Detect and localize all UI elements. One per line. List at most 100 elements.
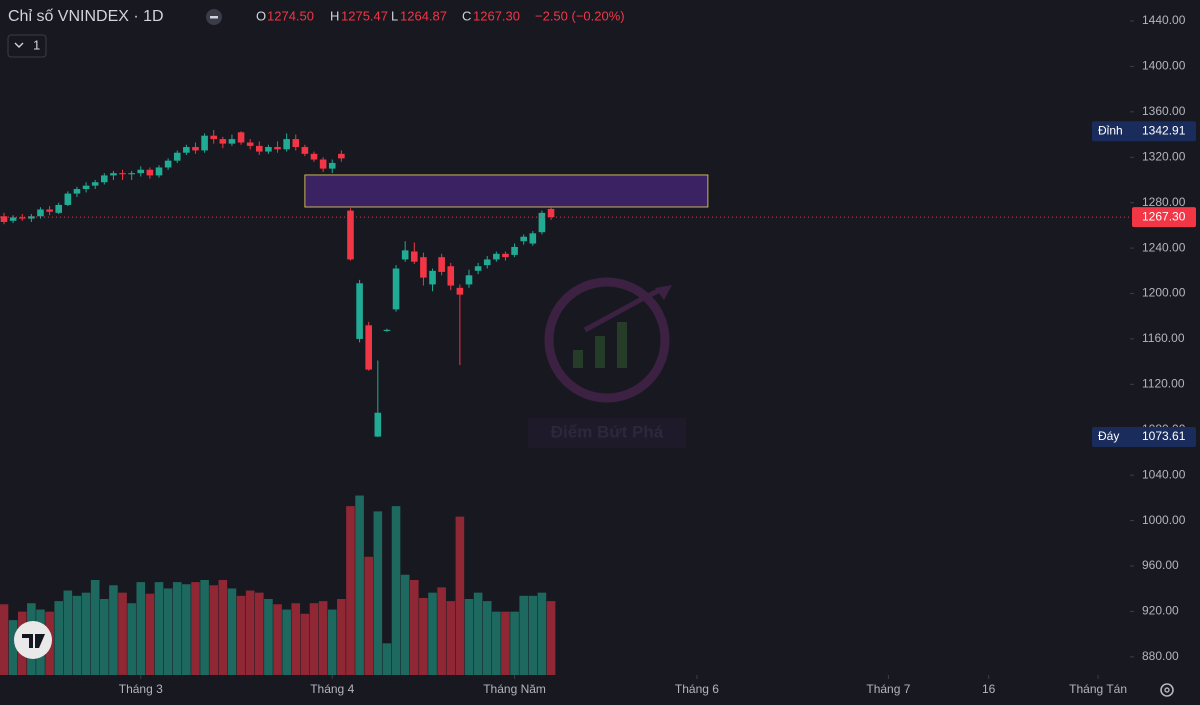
logo-bar — [573, 350, 583, 368]
candle-body — [328, 162, 336, 169]
volume-bar — [72, 595, 82, 675]
peak-value: 1342.91 — [1142, 123, 1186, 137]
candle-body — [210, 135, 218, 140]
candle-body — [37, 209, 44, 217]
y-tick-label: 1320.00 — [1142, 149, 1186, 163]
volume-bar — [200, 580, 209, 675]
candle-body — [274, 147, 281, 150]
tv-logo-mark — [22, 634, 45, 648]
y-tick-label: 1000.00 — [1142, 513, 1186, 527]
volume-bar — [428, 592, 437, 675]
candle-body — [301, 147, 309, 154]
candle-body — [164, 160, 172, 168]
candle-body — [356, 283, 363, 339]
candle-body — [347, 210, 354, 260]
volume-bar — [254, 592, 264, 675]
candle-body — [338, 153, 345, 159]
candle-body — [502, 253, 509, 258]
candle-body — [192, 147, 199, 151]
volume-bar — [236, 595, 246, 675]
volume-bar — [154, 582, 164, 675]
candle-body — [392, 268, 400, 310]
candle-body — [101, 175, 108, 183]
candle-body — [146, 169, 154, 176]
candle-body — [73, 189, 81, 194]
candle-body — [173, 152, 181, 161]
y-tick-label: 1160.00 — [1142, 331, 1185, 345]
last-price-tag — [1132, 207, 1196, 228]
volume-bar — [300, 613, 310, 675]
volume-bar — [136, 582, 146, 675]
volume-bar — [473, 592, 483, 675]
volume-bar — [209, 585, 219, 675]
logo-ring — [544, 277, 670, 403]
candle-body — [438, 257, 445, 272]
volume-bar — [282, 609, 291, 675]
volume-bar — [118, 592, 127, 675]
candle-body — [18, 217, 26, 219]
candle-body — [401, 250, 409, 260]
volume-bar — [501, 611, 510, 675]
ohlc-value: 1267.30 — [473, 8, 520, 23]
candle-body — [410, 251, 418, 262]
candle-body — [55, 204, 63, 213]
candle-body — [474, 266, 482, 271]
chevron — [14, 42, 24, 48]
candle-body — [465, 275, 473, 285]
x-tick-label: Tháng 6 — [675, 682, 719, 696]
volume-bar — [273, 604, 282, 675]
candle-body — [429, 270, 436, 285]
candle-body — [365, 325, 373, 370]
volume-bar — [100, 599, 109, 675]
trough-tag — [1092, 427, 1196, 448]
status-icon-bar — [210, 16, 218, 19]
volume-bar — [482, 601, 492, 675]
indicator-toggle[interactable] — [7, 34, 47, 58]
volume-bar — [519, 595, 528, 675]
volume-bar — [291, 603, 301, 675]
volume-bar — [172, 582, 182, 675]
tv-logo[interactable] — [14, 621, 52, 659]
candle-body — [46, 209, 53, 212]
candle-body — [201, 135, 208, 151]
gear — [1160, 683, 1174, 697]
volume-bar — [264, 599, 273, 675]
y-tick-label: 960.00 — [1142, 558, 1179, 572]
volume-bar — [528, 595, 538, 675]
watermark-logo: Điểm Bứt Phá — [528, 277, 686, 448]
volume-bar — [109, 585, 118, 675]
watermark-bg — [528, 418, 686, 448]
volume-bar — [191, 582, 200, 675]
peak-label: Đỉnh — [1098, 123, 1123, 137]
candle-body — [237, 132, 245, 143]
volume-bar — [537, 592, 547, 675]
volume-bar — [382, 643, 392, 675]
volume-bar — [346, 506, 355, 675]
volume-bar — [327, 609, 337, 675]
candle-body — [155, 167, 163, 176]
candle-body — [9, 217, 17, 221]
candle-body — [319, 159, 327, 169]
candle-body — [183, 147, 190, 153]
x-tick-label: Tháng Tán — [1069, 682, 1127, 696]
candle-body — [483, 259, 491, 266]
candle-body — [82, 185, 90, 190]
candle-body — [529, 233, 537, 244]
candle-body — [91, 182, 99, 186]
volume-bar — [127, 603, 136, 675]
y-tick-label: 1440.00 — [1142, 13, 1186, 27]
candle-body — [119, 173, 126, 175]
ohlc-label: H — [330, 8, 339, 23]
indicator-count: 1 — [33, 37, 40, 52]
candle-body — [374, 412, 382, 437]
x-tick-label: Tháng 4 — [310, 682, 354, 696]
settings[interactable] — [1160, 683, 1174, 697]
candle-body — [283, 139, 290, 150]
ohlc-label: L — [391, 8, 398, 23]
x-tick-label: Tháng 7 — [866, 682, 910, 696]
volume-bar — [419, 597, 428, 675]
candle-body — [547, 208, 555, 218]
volume-bar — [63, 590, 73, 675]
y-tick-label: 1040.00 — [1142, 467, 1186, 481]
candle-body — [493, 253, 500, 260]
